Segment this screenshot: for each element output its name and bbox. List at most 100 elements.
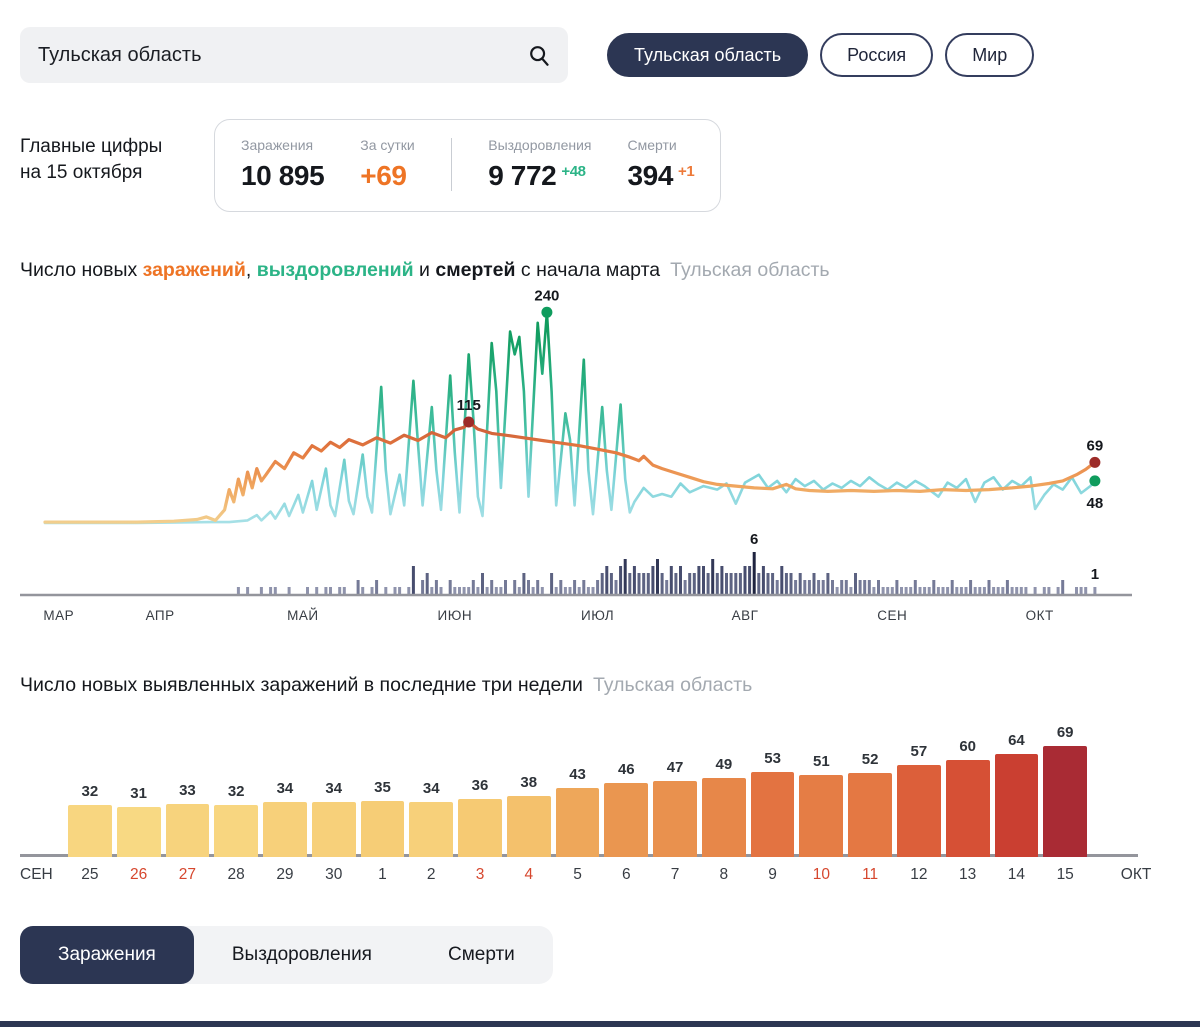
daily-bar-rect xyxy=(214,805,258,857)
death-bar xyxy=(605,566,608,594)
death-bar xyxy=(808,580,811,594)
death-bar xyxy=(375,580,378,594)
region-tab-0[interactable]: Тульская область xyxy=(607,33,808,77)
daily-bar-value: 34 xyxy=(277,780,294,797)
daily-bar-30: 34 xyxy=(312,780,356,857)
stat-daily-value: +69 xyxy=(360,160,415,192)
death-bar xyxy=(946,587,949,594)
death-bar xyxy=(900,587,903,594)
death-bar xyxy=(559,580,562,594)
title-part: заражений xyxy=(143,259,246,281)
daily-bar-value: 49 xyxy=(715,756,732,773)
death-bar xyxy=(720,566,723,594)
daily-bar-5: 43 xyxy=(556,766,600,857)
death-bar xyxy=(555,587,558,594)
death-bar xyxy=(324,587,327,594)
death-bar xyxy=(329,587,332,594)
daily-bar-value: 69 xyxy=(1057,724,1074,741)
death-bar xyxy=(776,580,779,594)
death-bar xyxy=(868,580,871,594)
daily-bar-rect xyxy=(409,802,453,857)
daily-bar-rect xyxy=(848,773,892,857)
death-bar xyxy=(1061,580,1064,594)
stat-deaths-label: Смерти xyxy=(628,137,695,153)
death-bar xyxy=(463,587,466,594)
death-bar xyxy=(826,573,829,594)
daily-bar-value: 38 xyxy=(520,774,537,791)
daily-bar-rect xyxy=(897,765,941,857)
title-part: и xyxy=(414,259,436,281)
date-label-15: 15 xyxy=(1043,866,1087,884)
death-bar xyxy=(458,587,461,594)
death-bar xyxy=(744,566,747,594)
death-bar xyxy=(928,587,931,594)
death-bar xyxy=(587,587,590,594)
search-input[interactable]: Тульская область xyxy=(20,27,568,83)
death-bar xyxy=(371,587,374,594)
death-bar xyxy=(748,566,751,594)
daily-bar-11: 52 xyxy=(848,751,892,857)
death-bar xyxy=(647,573,650,594)
daily-bars-chart: 3231333234343534363843464749535152576064… xyxy=(20,724,1180,884)
death-bar xyxy=(799,573,802,594)
death-bar xyxy=(1015,587,1018,594)
death-bar xyxy=(688,573,691,594)
death-bar xyxy=(472,580,475,594)
death-bar xyxy=(435,580,438,594)
metric-tab-1[interactable]: Выздоровления xyxy=(194,926,410,984)
daily-bar-27: 33 xyxy=(166,782,210,857)
stat-daily-label: За сутки xyxy=(360,137,415,153)
date-label-10: 10 xyxy=(799,866,843,884)
death-bar xyxy=(592,587,595,594)
death-bar xyxy=(997,587,1000,594)
daily-bar-8: 49 xyxy=(702,756,746,857)
death-bar xyxy=(831,580,834,594)
death-bar xyxy=(877,580,880,594)
region-switcher: Тульская область Россия Мир xyxy=(607,33,1034,77)
month-label-ИЮН: ИЮН xyxy=(438,608,473,623)
daily-bar-2: 34 xyxy=(409,780,453,857)
next-section-strip xyxy=(0,1021,1200,1027)
daily-bar-value: 52 xyxy=(862,751,879,768)
date-label-5: 5 xyxy=(556,866,600,884)
death-bar xyxy=(739,573,742,594)
recoveries-dot xyxy=(541,307,552,318)
card-divider xyxy=(451,138,453,191)
death-bar xyxy=(306,587,309,594)
daily-bar-12: 57 xyxy=(897,743,941,857)
death-bar xyxy=(932,580,935,594)
month-label-АВГ: АВГ xyxy=(732,608,759,623)
death-bar xyxy=(734,573,737,594)
death-bar xyxy=(1034,587,1037,594)
death-bar xyxy=(707,573,710,594)
top-bar: Тульская область Тульская область Россия М… xyxy=(0,0,1200,83)
daily-bars-row: 3231333234343534363843464749535152576064… xyxy=(20,724,1180,857)
daily-bar-value: 47 xyxy=(667,759,684,776)
line-series xyxy=(45,312,1095,523)
metric-tab-0[interactable]: Заражения xyxy=(20,926,194,984)
daily-bar-rect xyxy=(361,801,405,857)
metric-tab-2[interactable]: Смерти xyxy=(410,926,553,984)
death-bar xyxy=(780,566,783,594)
daily-bar-9: 53 xyxy=(751,750,795,857)
death-bar xyxy=(697,566,700,594)
search-icon[interactable] xyxy=(528,44,550,66)
date-label-14: 14 xyxy=(995,866,1039,884)
death-bar xyxy=(490,580,493,594)
death-bar xyxy=(923,587,926,594)
region-tab-2[interactable]: Мир xyxy=(945,33,1034,77)
main-chart-region: Тульская область xyxy=(670,259,829,281)
death-bar xyxy=(582,580,585,594)
death-bar xyxy=(978,587,981,594)
search-input-value[interactable]: Тульская область xyxy=(38,44,202,67)
death-bar xyxy=(716,573,719,594)
death-bar xyxy=(872,587,875,594)
death-bar xyxy=(624,559,627,594)
daily-bar-value: 32 xyxy=(228,783,245,800)
death-bar xyxy=(1001,587,1004,594)
region-tab-1[interactable]: Россия xyxy=(820,33,933,77)
death-bar xyxy=(476,587,479,594)
daily-dates-row: СЕН252627282930123456789101112131415ОКТ xyxy=(20,866,1180,884)
death-bar xyxy=(702,566,705,594)
death-bar xyxy=(1093,587,1096,594)
